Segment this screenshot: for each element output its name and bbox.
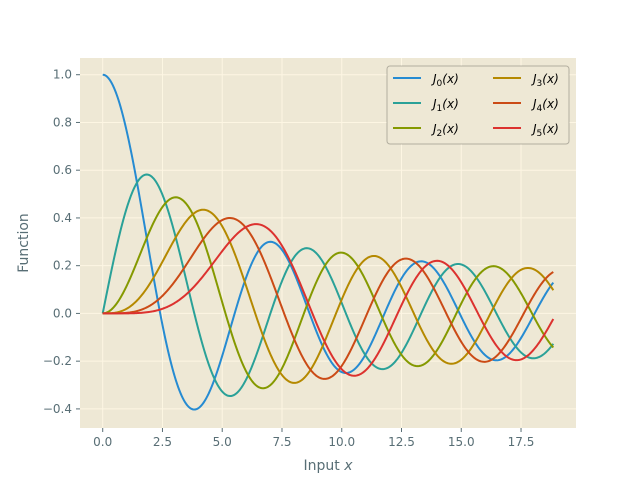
- y-tick-label: 0.0: [53, 306, 72, 320]
- y-axis-ticks: −0.4 −0.2 0.0 0.2 0.4 0.6 0.8 1.0: [43, 68, 80, 416]
- series-line-j1x: [101, 173, 555, 398]
- series-line-j3x: [102, 208, 555, 384]
- y-tick-label: −0.4: [43, 402, 72, 416]
- legend-entry: J2(x): [431, 122, 459, 139]
- x-tick-label: 5.0: [213, 435, 232, 449]
- y-tick-label: 0.4: [53, 211, 72, 225]
- legend-entry: J4(x): [531, 97, 559, 114]
- legend-box: [386, 65, 570, 145]
- legend-entry: J3(x): [531, 72, 559, 89]
- legend-entry: J1(x): [431, 97, 459, 114]
- x-tick-label: 7.5: [272, 435, 291, 449]
- x-tick-label: 2.5: [153, 435, 172, 449]
- series-layer: [101, 73, 555, 411]
- legend: J0(x) J1(x) J2(x) J3(x) J4(x) J5(x): [386, 65, 570, 145]
- series-line-j2x: [102, 196, 555, 390]
- y-tick-label: −0.2: [43, 354, 72, 368]
- y-tick-label: 0.6: [53, 163, 72, 177]
- y-axis-label: Function: [16, 213, 32, 273]
- series-line-j5x: [102, 223, 555, 377]
- x-tick-label: 12.5: [388, 435, 415, 449]
- y-tick-label: 0.2: [53, 259, 72, 273]
- x-tick-label: 10.0: [328, 435, 355, 449]
- x-axis-label: Input x: [303, 458, 353, 474]
- legend-entry: J0(x): [431, 72, 459, 89]
- x-tick-label: 15.0: [448, 435, 475, 449]
- series-line-j0x: [102, 73, 555, 411]
- x-tick-label: 0.0: [93, 435, 112, 449]
- y-tick-label: 1.0: [53, 68, 72, 82]
- x-tick-label: 17.5: [508, 435, 535, 449]
- series-line-j4x: [102, 217, 554, 380]
- x-axis-ticks: 0.0 2.5 5.0 7.5 10.0 12.5 15.0 17.5: [93, 428, 534, 449]
- y-tick-label: 0.8: [53, 115, 72, 129]
- legend-entry: J5(x): [531, 122, 559, 139]
